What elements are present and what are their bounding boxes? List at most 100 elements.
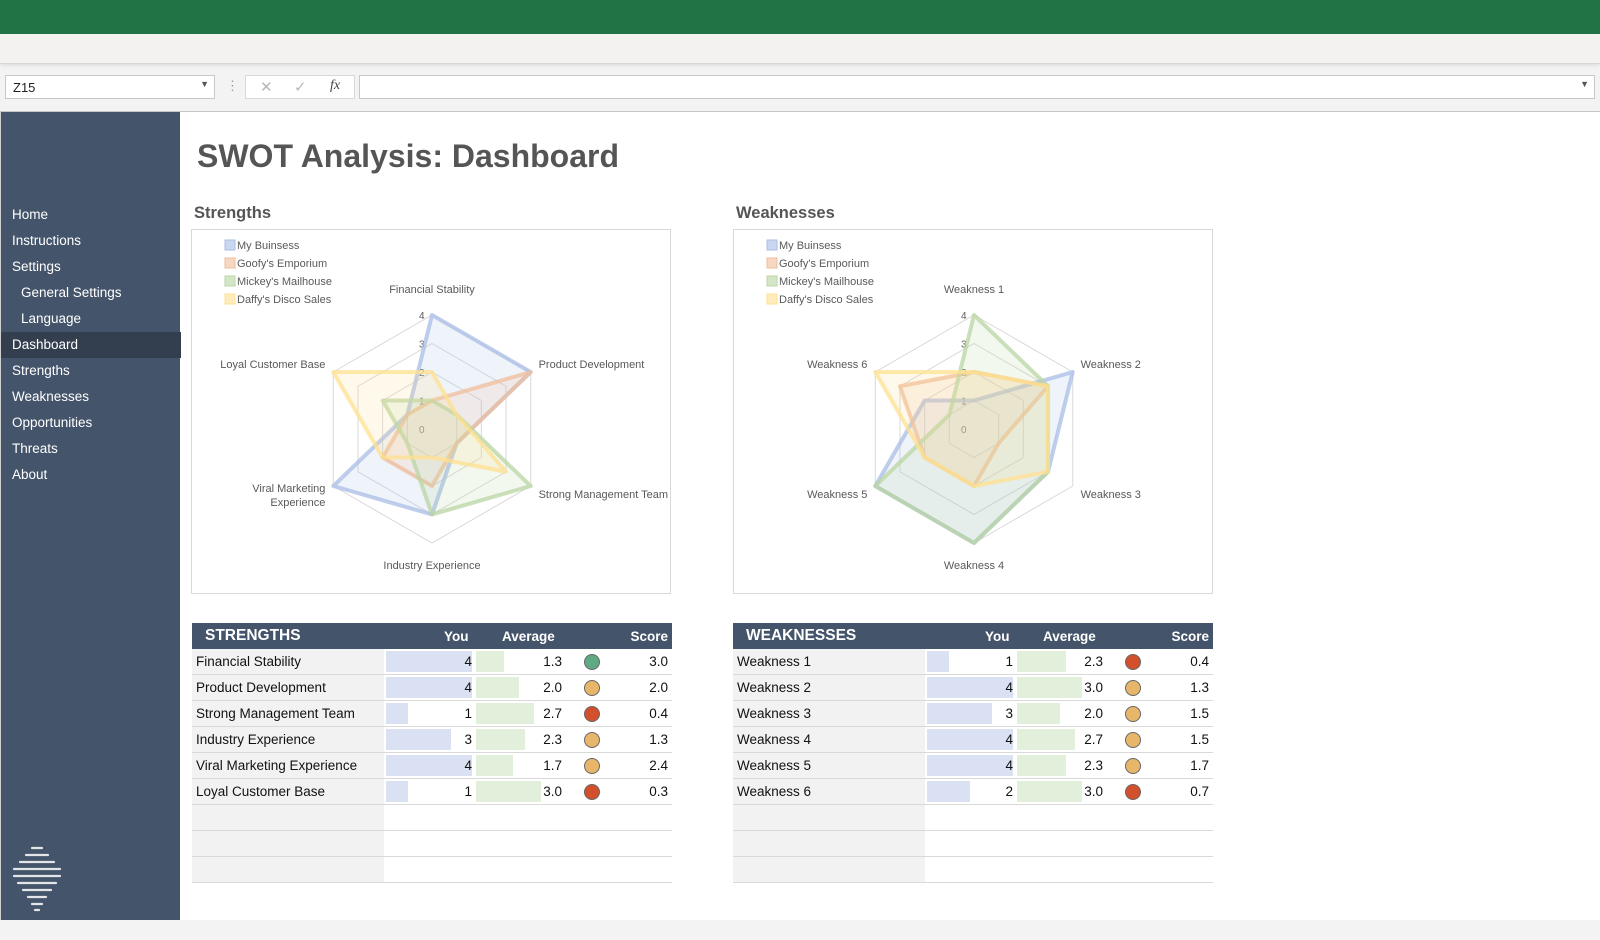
you-value: 1 [464, 784, 472, 799]
empty-table-row[interactable] [733, 831, 1213, 857]
you-databar [386, 703, 408, 724]
radar-tick-label: 4 [961, 311, 967, 322]
sidebar-item-opportunities[interactable]: Opportunities [12, 415, 93, 430]
average-databar [476, 651, 504, 672]
sidebar-item-general-settings[interactable]: General Settings [21, 285, 122, 300]
average-value: 2.7 [1084, 732, 1103, 747]
average-databar [1017, 729, 1076, 750]
insert-function-icon[interactable]: fx [330, 78, 341, 93]
column-header-average: Average [502, 629, 555, 644]
sidebar-item-threats[interactable]: Threats [12, 441, 58, 456]
sidebar-item-dashboard[interactable]: Dashboard [1, 332, 181, 358]
table-row[interactable]: Financial Stability 4 1.3 3.0 [192, 649, 672, 675]
status-medium-icon [584, 758, 600, 774]
radar-tick-label: 3 [419, 340, 425, 351]
legend-swatch [224, 239, 236, 251]
sidebar-nav: Home Instructions Settings General Settings… [1, 202, 181, 488]
empty-table-row[interactable] [733, 805, 1213, 831]
you-value: 1 [464, 706, 472, 721]
score-value: 1.3 [649, 732, 668, 747]
sidebar-item-home[interactable]: Home [12, 207, 49, 222]
sidebar-item-about[interactable]: About [12, 467, 48, 482]
row-label: Weakness 2 [733, 675, 925, 700]
formula-input[interactable]: ▼ [359, 75, 1595, 99]
column-header-score: Score [630, 629, 668, 644]
average-value: 2.3 [1084, 654, 1103, 669]
legend-label: Goofy's Emporium [237, 258, 327, 270]
column-header-you: You [985, 629, 1010, 644]
empty-row-label [192, 857, 384, 882]
you-databar [386, 755, 472, 776]
empty-row-label [733, 831, 925, 856]
empty-row-label [192, 831, 384, 856]
ribbon [0, 34, 1600, 64]
you-value: 4 [464, 654, 472, 669]
legend-swatch [224, 275, 236, 287]
column-header-score: Score [1171, 629, 1209, 644]
row-label: Viral Marketing Experience [192, 753, 384, 778]
table-row[interactable]: Industry Experience 3 2.3 1.3 [192, 727, 672, 753]
radar-category-label-line: Experience [270, 497, 325, 509]
legend-label: Goofy's Emporium [779, 258, 869, 270]
status-medium-icon [584, 732, 600, 748]
table-row[interactable]: Viral Marketing Experience 4 1.7 2.4 [192, 753, 672, 779]
sidebar-item-instructions[interactable]: Instructions [12, 233, 82, 248]
row-label: Industry Experience [192, 727, 384, 752]
table-row[interactable]: Weakness 3 3 2.0 1.5 [733, 701, 1213, 727]
empty-table-row[interactable] [733, 857, 1213, 883]
status-bad-icon [1125, 784, 1141, 800]
sidebar-item-settings[interactable]: Settings [12, 259, 61, 274]
average-value: 3.0 [1084, 784, 1103, 799]
radar-series-3[interactable] [331, 370, 509, 474]
table-row[interactable]: Weakness 1 1 2.3 0.4 [733, 649, 1213, 675]
sidebar-item-strengths[interactable]: Strengths [12, 363, 70, 378]
radar-tick-label: 0 [961, 425, 967, 436]
average-value: 2.0 [543, 680, 562, 695]
sidebar-item-language[interactable]: Language [21, 311, 82, 326]
average-value: 1.7 [543, 758, 562, 773]
strengths-radar-chart[interactable]: 0 1 2 3 4 Financial Stability Product Developm… [191, 229, 671, 594]
more-options-icon[interactable]: ⋮ [226, 78, 239, 93]
cancel-icon[interactable]: ✕ [260, 79, 273, 96]
you-value: 3 [464, 732, 472, 747]
brand-logo-icon [12, 846, 62, 912]
chevron-down-icon[interactable]: ▼ [200, 79, 209, 89]
score-value: 1.3 [1190, 680, 1209, 695]
radar-category-label: Industry Experience [383, 560, 480, 572]
average-databar [1017, 755, 1067, 776]
row-label: Weakness 3 [733, 701, 925, 726]
table-row[interactable]: Loyal Customer Base 1 3.0 0.3 [192, 779, 672, 805]
weaknesses-heading: Weaknesses [736, 204, 835, 222]
empty-table-row[interactable] [192, 805, 672, 831]
empty-table-row[interactable] [192, 831, 672, 857]
name-box[interactable]: Z15 ▼ [5, 75, 215, 99]
status-bad-icon [1125, 654, 1141, 670]
row-label: Loyal Customer Base [192, 779, 384, 804]
formula-buttons: ✕ ✓ fx [245, 75, 355, 99]
radar-tick-label: 3 [961, 340, 967, 351]
average-value: 3.0 [543, 784, 562, 799]
weaknesses-radar-chart[interactable]: 0 1 2 3 4 Weakness 1 Weakness 2 Weakness 3 Weakn… [733, 229, 1213, 594]
sidebar-item-weaknesses[interactable]: Weaknesses [12, 389, 90, 404]
enter-check-icon[interactable]: ✓ [294, 79, 307, 96]
you-databar [386, 651, 472, 672]
table-row[interactable]: Weakness 4 4 2.7 1.5 [733, 727, 1213, 753]
table-row[interactable]: Weakness 2 4 3.0 1.3 [733, 675, 1213, 701]
score-value: 2.0 [649, 680, 668, 695]
legend-swatch [766, 257, 778, 269]
status-good-icon [584, 654, 600, 670]
table-row[interactable]: Weakness 5 4 2.3 1.7 [733, 753, 1213, 779]
strengths-heading: Strengths [194, 204, 272, 222]
radar-series-3[interactable] [873, 370, 1051, 488]
empty-table-row[interactable] [192, 857, 672, 883]
table-row[interactable]: Product Development 4 2.0 2.0 [192, 675, 672, 701]
page-title: SWOT Analysis: Dashboard [197, 138, 619, 174]
expand-formula-icon[interactable]: ▼ [1580, 79, 1589, 89]
average-value: 1.3 [543, 654, 562, 669]
table-row[interactable]: Weakness 6 2 3.0 0.7 [733, 779, 1213, 805]
radar-category-label: Financial Stability [389, 284, 475, 296]
table-row[interactable]: Strong Management Team 1 2.7 0.4 [192, 701, 672, 727]
you-databar [927, 703, 992, 724]
score-value: 0.4 [649, 706, 668, 721]
